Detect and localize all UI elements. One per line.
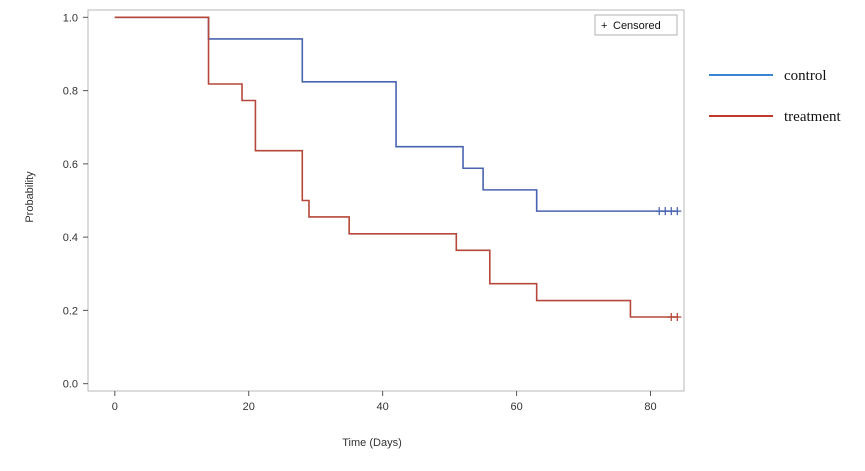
x-tick-label: 80 [644, 401, 656, 413]
x-tick-label: 40 [377, 401, 389, 413]
series-layer [114, 16, 682, 321]
legend-label-treatment: treatment [784, 109, 841, 125]
y-tick-label: 0.8 [63, 86, 78, 98]
x-tick-label: 60 [510, 401, 522, 413]
censored-legend-symbol: + [601, 20, 607, 32]
x-axis-label: Time (Days) [342, 437, 401, 449]
censor-mark-control [673, 207, 682, 216]
x-axis: 0 20 40 60 80 [112, 391, 657, 413]
censored-legend-box: + Censored [594, 14, 678, 36]
y-tick-label: 0.2 [63, 305, 78, 317]
y-tick-label: 1.0 [63, 12, 78, 24]
censored-legend-label: Censored [613, 20, 661, 32]
y-tick-label: 0.0 [63, 379, 78, 391]
series-line-treatment [114, 16, 678, 318]
x-tick-label: 20 [243, 401, 255, 413]
y-axis: 0.0 0.2 0.4 0.6 0.8 1.0 [63, 12, 88, 391]
series-line-control [114, 16, 678, 212]
y-axis-label: Probability [24, 171, 36, 223]
censored-legend-frame [594, 14, 678, 36]
series-legend: control treatment [709, 68, 841, 125]
censor-mark-treatment [673, 312, 682, 321]
legend-label-control: control [784, 68, 827, 84]
plot-frame [87, 9, 685, 392]
y-tick-label: 0.6 [63, 159, 78, 171]
x-tick-label: 0 [112, 401, 118, 413]
y-tick-label: 0.4 [63, 232, 78, 244]
